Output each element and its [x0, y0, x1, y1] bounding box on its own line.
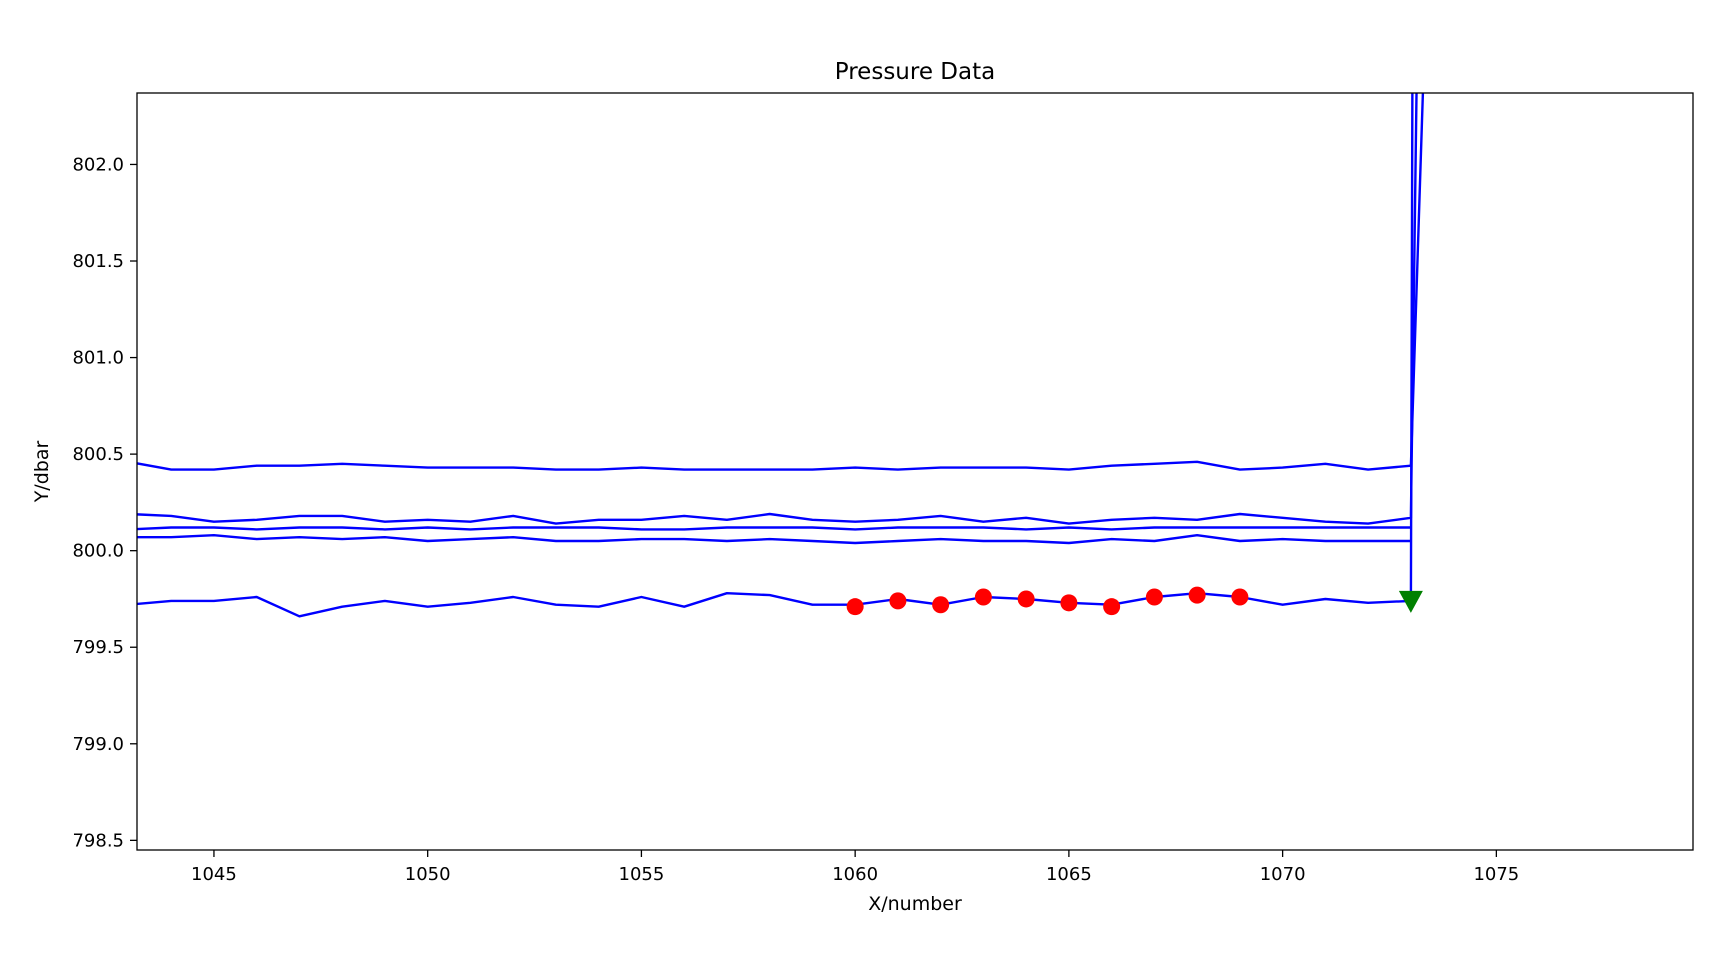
x-tick-label: 1055 — [619, 864, 665, 885]
red-point-marker — [846, 598, 864, 616]
series-line-1 — [137, 93, 1425, 471]
x-axis-label: X/number — [868, 893, 962, 915]
x-tick-label: 1070 — [1260, 864, 1306, 885]
chart-title: Pressure Data — [835, 59, 995, 85]
red-point-marker — [1145, 588, 1163, 606]
series-line-3 — [137, 526, 1411, 531]
series-layer — [137, 93, 1425, 618]
y-axis-label: Y/dbar — [31, 441, 53, 504]
y-tick-label: 801.5 — [72, 251, 124, 272]
y-tick-label: 800.0 — [72, 541, 124, 562]
y-tick-label: 800.5 — [72, 444, 124, 465]
x-tick-label: 1075 — [1473, 864, 1519, 885]
y-tick-label: 799.5 — [72, 637, 124, 658]
x-tick-label: 1045 — [191, 864, 237, 885]
red-point-marker — [1017, 590, 1035, 608]
x-axis: 1045 1050 1055 1060 1065 1070 1075 — [191, 850, 1519, 885]
red-point-marker — [1103, 598, 1121, 616]
plot-frame — [136, 92, 1694, 851]
y-tick-label: 798.5 — [72, 830, 124, 851]
red-point-marker — [974, 588, 992, 606]
y-tick-label: 802.0 — [72, 154, 124, 175]
series-line-2 — [137, 93, 1418, 525]
red-point-marker — [1188, 586, 1206, 604]
y-axis: 798.5 799.0 799.5 800.0 800.5 801.0 801.5 802.0 — [72, 154, 137, 851]
x-tick-label: 1050 — [405, 864, 451, 885]
x-tick-label: 1060 — [832, 864, 878, 885]
red-point-marker — [889, 592, 907, 610]
green-triangle-marker — [1398, 590, 1423, 613]
x-tick-label: 1065 — [1046, 864, 1092, 885]
red-point-marker — [1231, 588, 1249, 606]
series-line-4 — [137, 534, 1411, 545]
marker-layer — [846, 586, 1423, 616]
y-tick-label: 801.0 — [72, 348, 124, 369]
red-point-marker — [932, 596, 950, 614]
red-point-marker — [1060, 594, 1078, 612]
y-tick-label: 799.0 — [72, 734, 124, 755]
